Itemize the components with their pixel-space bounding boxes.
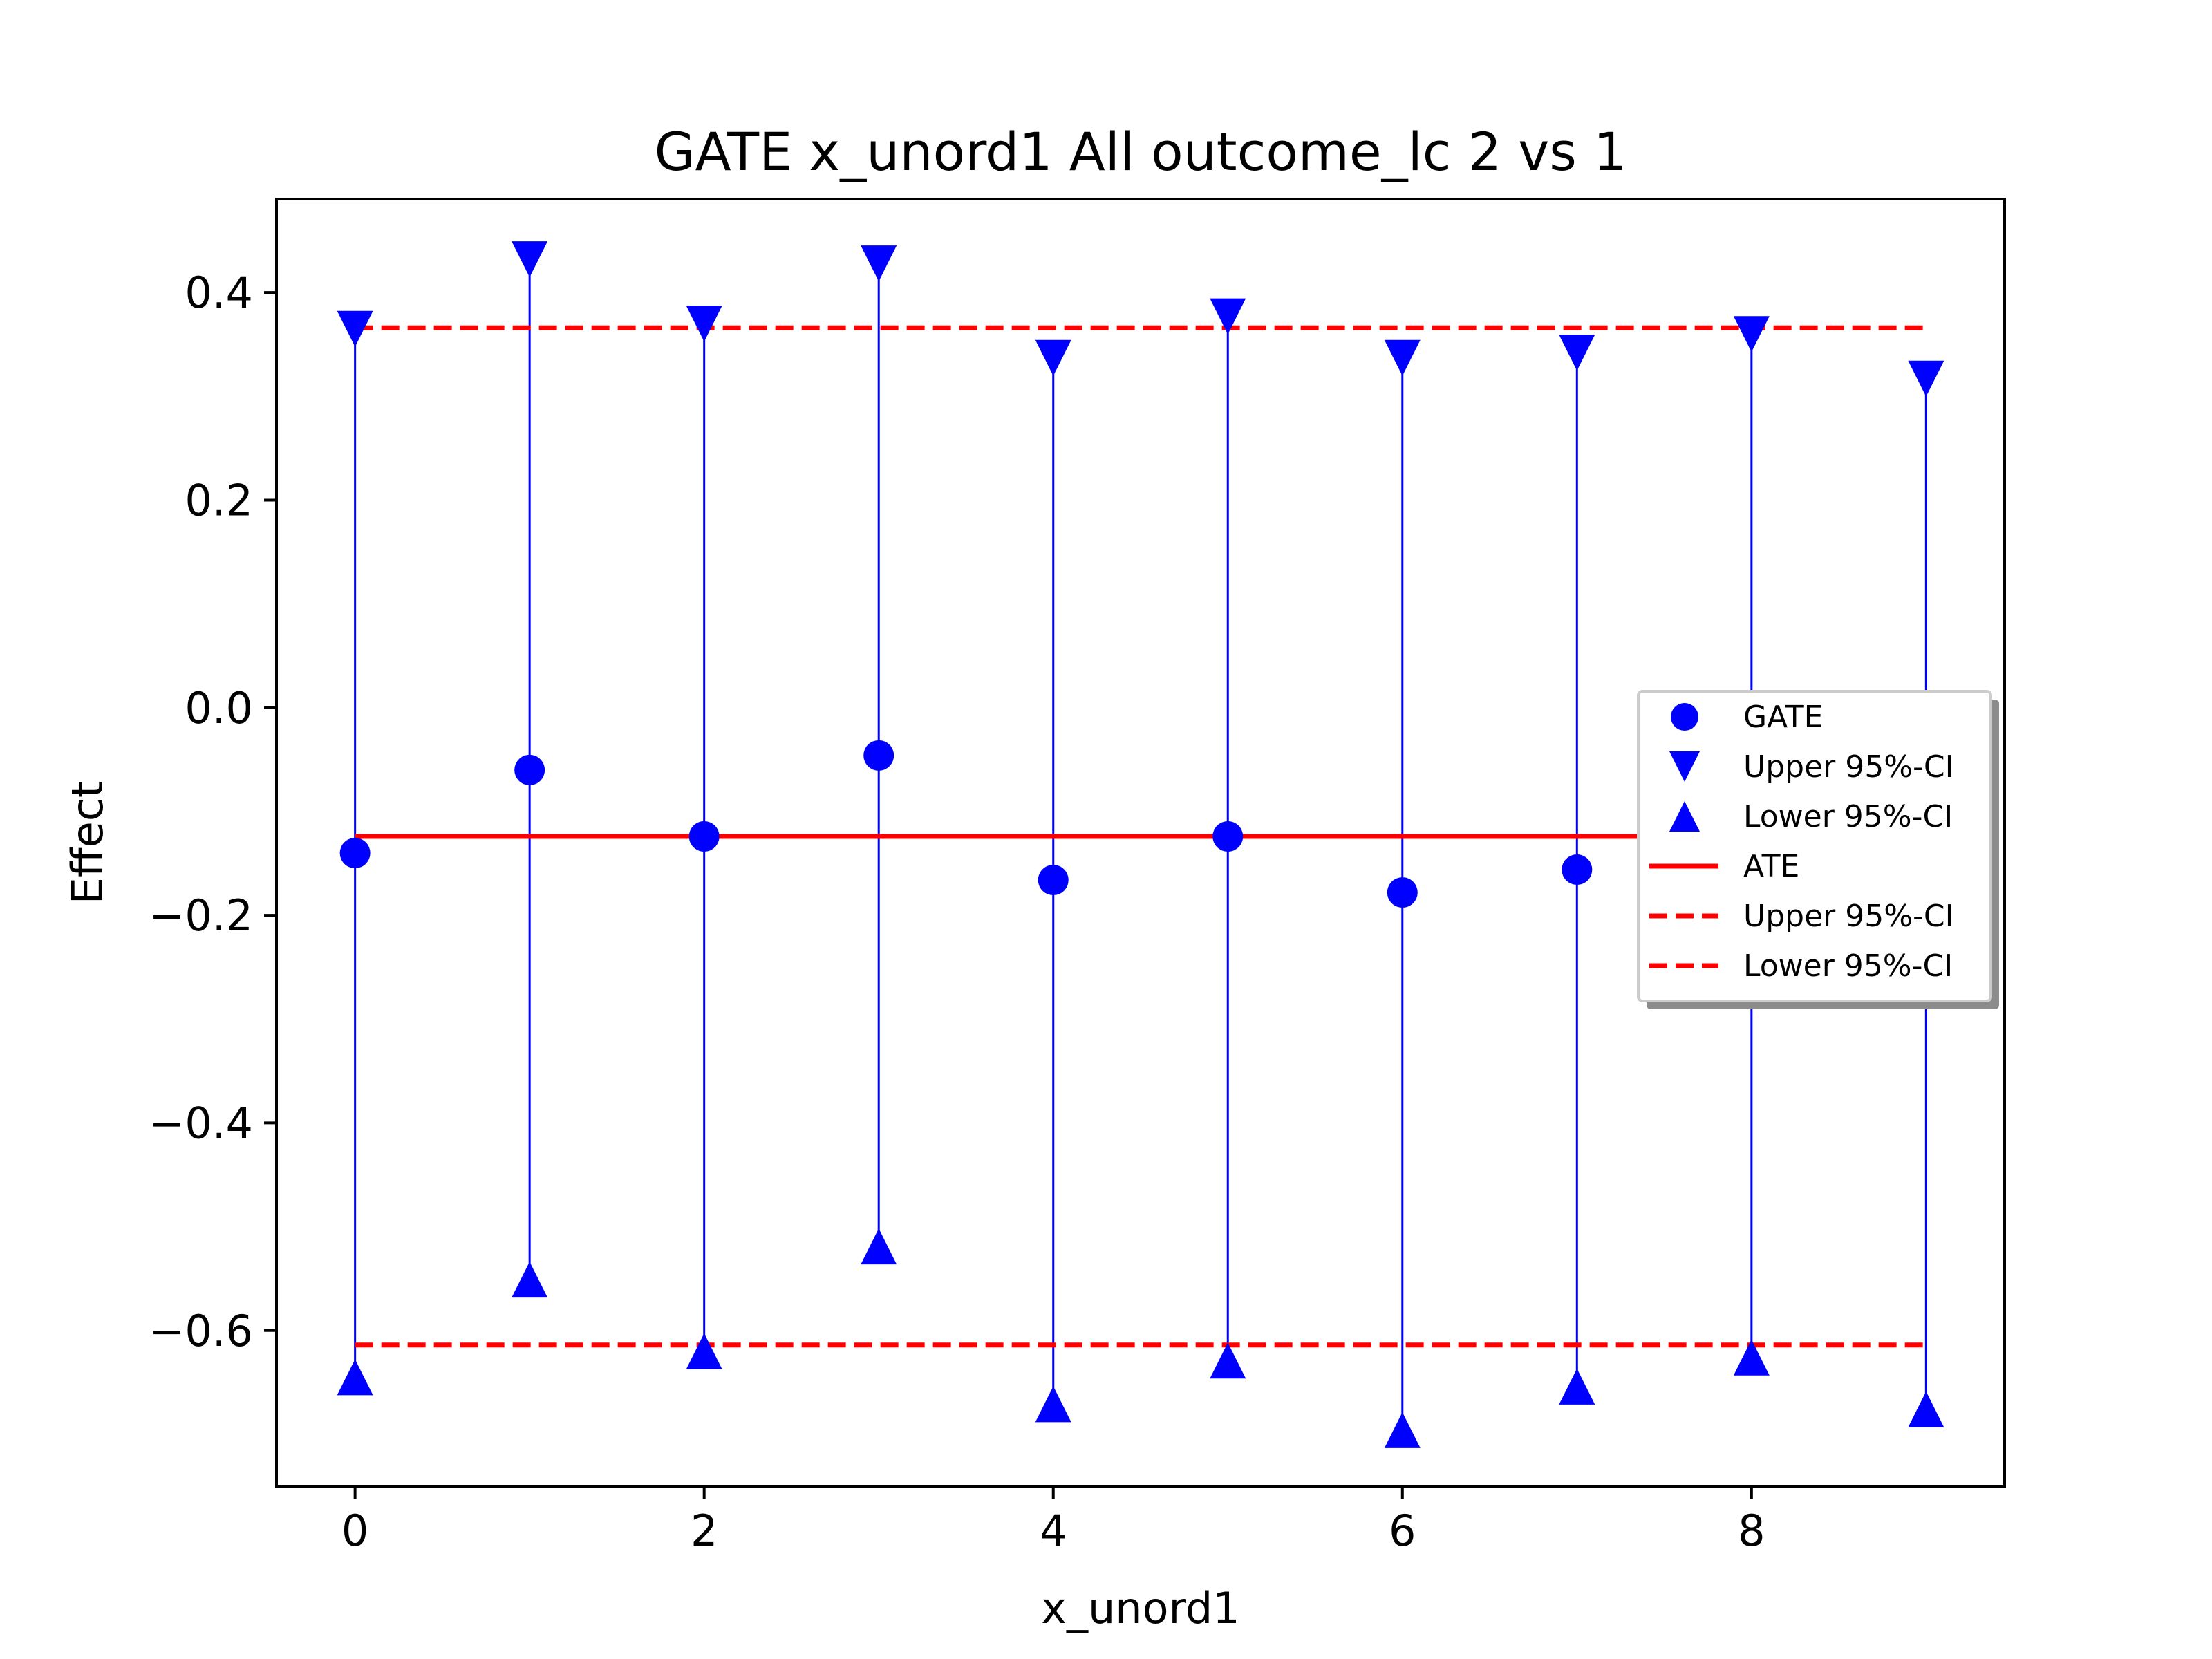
- legend-label: Lower 95%-CI: [1743, 799, 1953, 834]
- chart-title: GATE x_unord1 All outcome_lc 2 vs 1: [655, 121, 1627, 182]
- upper-ci-marker: [1733, 316, 1770, 353]
- upper-ci-marker: [686, 306, 722, 342]
- gate-point: [1562, 854, 1593, 885]
- gate-point: [339, 838, 371, 869]
- lower-ci-marker: [1559, 1368, 1595, 1405]
- gate-point: [1387, 877, 1418, 908]
- legend-box: [1637, 690, 1992, 1002]
- y-tick-label: −0.6: [149, 1306, 253, 1356]
- x-tick-label: 6: [1389, 1506, 1416, 1556]
- legend-upper-ci-marker: [1669, 751, 1700, 782]
- x-axis-label: x_unord1: [1041, 1583, 1239, 1633]
- lower-ci-marker: [686, 1333, 722, 1369]
- gate-point: [1038, 865, 1069, 896]
- legend-lower-ci-marker: [1669, 801, 1700, 832]
- upper-ci-marker: [861, 245, 897, 282]
- legend-label: Upper 95%-CI: [1743, 899, 1954, 934]
- x-tick-label: 8: [1738, 1506, 1765, 1556]
- axes: 0 2 4 6 8 0.4 0.2 0.0 −0.2 −0.4 −0.6: [149, 268, 1765, 1556]
- gate-point: [863, 740, 894, 771]
- y-tick-label: 0.0: [185, 683, 253, 733]
- lower-ci-marker: [861, 1228, 897, 1265]
- upper-ci-marker: [1559, 335, 1595, 371]
- y-tick-label: −0.4: [149, 1098, 253, 1148]
- upper-ci-marker: [1035, 339, 1071, 376]
- y-axis-label: Effect: [62, 781, 113, 904]
- legend-label: Upper 95%-CI: [1743, 749, 1954, 785]
- legend-gate-marker: [1671, 703, 1698, 731]
- y-tick-label: 0.2: [185, 475, 253, 525]
- legend-label: GATE: [1743, 700, 1823, 735]
- y-tick-label: −0.2: [149, 890, 253, 941]
- legend: GATE Upper 95%-CI Lower 95%-CI ATE Upper 95%…: [1637, 690, 1999, 1009]
- legend-label: ATE: [1743, 849, 1799, 884]
- upper-ci-marker: [1210, 298, 1246, 335]
- legend-label: Lower 95%-CI: [1743, 948, 1953, 984]
- lower-ci-marker: [1908, 1391, 1944, 1427]
- upper-ci-marker: [1384, 339, 1421, 376]
- lower-ci-marker: [1210, 1342, 1246, 1379]
- x-tick-label: 4: [1040, 1506, 1067, 1556]
- gate-point: [514, 754, 545, 785]
- gate-point: [688, 821, 720, 852]
- x-tick-label: 0: [341, 1506, 368, 1556]
- upper-ci-marker: [512, 241, 548, 278]
- lower-ci-marker: [1384, 1412, 1421, 1448]
- lower-ci-marker: [1035, 1386, 1071, 1423]
- axes-frame: [275, 198, 2006, 1488]
- upper-ci-marker: [1908, 360, 1944, 397]
- lower-ci-marker: [337, 1359, 373, 1396]
- upper-ci-marker: [337, 310, 373, 347]
- lower-ci-marker: [1733, 1339, 1770, 1376]
- y-tick-label: 0.4: [185, 268, 253, 318]
- gate-point: [1212, 821, 1244, 852]
- x-tick-label: 2: [691, 1506, 718, 1556]
- lower-ci-marker: [512, 1262, 548, 1298]
